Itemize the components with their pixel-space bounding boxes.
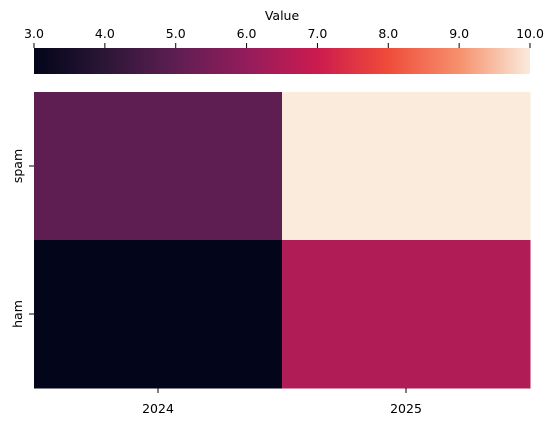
colorbar-tick-label: 9.0 bbox=[449, 26, 469, 41]
colorbar-tick-label: 6.0 bbox=[237, 26, 257, 41]
colorbar bbox=[34, 48, 530, 74]
colorbar-tick-label: 4.0 bbox=[95, 26, 115, 41]
colorbar-ticks: 3.0 4.0 5.0 6.0 7.0 8.0 9.0 10.0 bbox=[24, 26, 544, 48]
colorbar-tick-label: 3.0 bbox=[24, 26, 44, 41]
x-axis-ticks: 2024 2025 bbox=[142, 388, 422, 416]
colorbar-label: Value bbox=[265, 8, 300, 23]
x-tick-label: 2024 bbox=[142, 401, 174, 416]
heatmap-cells bbox=[34, 92, 531, 389]
heatmap-cell bbox=[282, 240, 531, 389]
heatmap-cell bbox=[34, 240, 283, 389]
colorbar-tick-label: 10.0 bbox=[516, 26, 544, 41]
y-tick-label: spam bbox=[10, 149, 25, 183]
colorbar-tick-label: 5.0 bbox=[166, 26, 186, 41]
y-axis-ticks: spam ham bbox=[10, 149, 34, 328]
heatmap-cell bbox=[282, 92, 531, 241]
y-tick-label: ham bbox=[10, 300, 25, 328]
colorbar-tick-label: 7.0 bbox=[307, 26, 327, 41]
heatmap-cell bbox=[34, 92, 283, 241]
x-tick-label: 2025 bbox=[390, 401, 422, 416]
colorbar-tick-label: 8.0 bbox=[378, 26, 398, 41]
